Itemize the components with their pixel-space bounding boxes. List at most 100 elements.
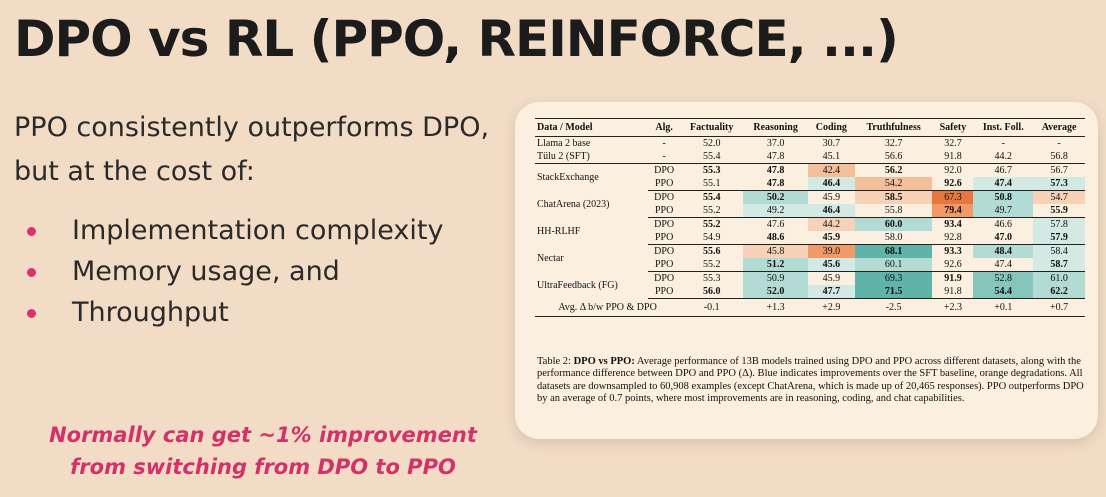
table-row: UltraFeedback (FG) DPO 55.3 50.9 45.9 69.3 91.… [535,271,1085,291]
slide-subtitle: PPO consistently outperforms DPO, but at… [14,112,490,187]
model-cell: Nectar [537,252,564,264]
table-row: PPO 55.2 51.2 45.6 60.1 92.6 47.4 58.7 [535,258,1085,272]
value-cell: 92.0 [944,165,962,176]
avg-value-cell: -2.5 [854,298,933,317]
avg-delta-row: Avg. Δ b/w PPO & DPO -0.1 +1.3 +2.9 -2.5 +2.3… [535,298,1085,317]
header-cell: Safety [932,118,974,137]
model-cell: Tülu 2 (SFT) [535,150,649,164]
table-row: Llama 2 base - 52.0 37.0 30.7 32.7 32.7 - - [535,137,1085,151]
value-cell: 48.6 [743,231,808,245]
value-cell: 92.6 [932,258,974,272]
value-cell: 55.2 [680,258,744,272]
value-cell: 92.8 [932,231,974,245]
alg-cell: PPO [648,285,681,299]
model-cell: UltraFeedback (FG) [537,279,618,291]
table-row: HH-RLHF DPO 55.2 47.6 44.2 60.0 93.4 46.6 57.8 [535,217,1085,237]
table-row: ChatArena (2023) DPO 55.4 50.2 45.9 58.5 67.3 5… [535,190,1085,210]
bullet-item: Throughput [22,292,443,333]
bullet-item: Memory usage, and [22,251,443,292]
value-cell: 58.5 [854,190,933,204]
bullet-list: Implementation complexity Memory usage, … [22,210,443,333]
table-row: StackExchange DPO 55.3 47.8 42.4 56.2 92.0 46.7… [535,163,1085,183]
value-cell: 49.7 [973,204,1034,218]
bullet-dot-icon [27,268,36,277]
value-cell: 55.3 [702,165,721,176]
value-cell: 91.8 [932,285,974,299]
caption-label: Table 2: [537,356,571,367]
value-cell: 56.6 [854,150,933,164]
value-cell: 57.9 [1033,231,1085,245]
model-cell: StackExchange [537,171,599,183]
value-cell: 79.4 [932,204,974,218]
value-cell: 56.0 [680,285,744,299]
table-row: PPO 54.9 48.6 45.9 58.0 92.8 47.0 57.9 [535,231,1085,245]
value-cell: 47.8 [743,150,808,164]
value-cell: 55.2 [680,204,744,218]
slide-title: DPO vs RL (PPO, REINFORCE, ...) [14,10,899,68]
caption-text: Average performance of 13B models traine… [537,356,1084,405]
bullet-dot-icon [27,309,36,318]
table-row: Tülu 2 (SFT) -55.4 47.8 45.1 56.6 91.8 44.2 56.… [535,150,1085,164]
value-cell: 47.4 [973,177,1034,191]
avg-label-cell: Avg. Δ b/w PPO & DPO [535,298,681,317]
value-cell: 71.5 [854,285,933,299]
value-cell: 50.2 [743,190,808,204]
value-cell: 58.7 [1033,258,1085,272]
alg-cell: PPO [648,231,681,245]
value-cell: 47.8 [743,177,808,191]
avg-value-cell: +2.9 [807,298,855,317]
header-cell: Inst. Foll. [973,118,1034,137]
value-cell: 58.0 [854,231,933,245]
value-cell: 62.2 [1033,285,1085,299]
table-row: PPO 55.2 49.2 46.4 55.8 79.4 49.7 55.9 [535,204,1085,218]
value-cell: 54.4 [973,285,1034,299]
value-cell: 54.7 [1033,190,1085,204]
bullet-item: Implementation complexity [22,210,443,251]
value-cell: 56.2 [884,165,903,176]
avg-value-cell: +1.3 [743,298,808,317]
alg-cell: PPO [648,177,681,191]
alg-cell: PPO [648,258,681,272]
header-cell: Alg. [648,118,681,137]
value-cell: 55.8 [854,204,933,218]
avg-value-cell: +2.3 [932,298,974,317]
value-cell: 54.9 [680,231,744,245]
model-cell: HH-RLHF [537,225,581,237]
value-cell: 69.3 [854,271,933,285]
header-cell: Factuality [680,118,744,137]
table-row: Nectar DPO 55.6 45.8 39.0 68.1 93.3 48.4 58.4 [535,244,1085,264]
value-cell: 45.9 [822,273,841,284]
value-cell: 44.2 [973,150,1034,164]
value-cell: 47.4 [973,258,1034,272]
value-cell: 50.9 [743,271,808,285]
value-cell: 55.4 [680,150,744,164]
value-cell: 55.6 [702,246,721,257]
value-cell: 46.4 [807,177,855,191]
model-cell: ChatArena (2023) [537,198,610,210]
value-cell: 47.8 [766,165,785,176]
value-cell: 91.9 [944,273,962,284]
value-cell: 47.6 [766,219,785,230]
table-row: PPO 55.1 47.8 46.4 54.2 92.6 47.4 57.3 [535,177,1085,191]
table-row: PPO 56.0 52.0 47.7 71.5 91.8 54.4 62.2 [535,285,1085,299]
model-cell: Llama 2 base [537,138,591,149]
header-cell: Average [1033,118,1085,137]
alg-cell: - [648,150,681,164]
header-cell: Coding [807,118,855,137]
value-cell: 49.2 [743,204,808,218]
caption-bold: DPO vs PPO: [573,356,635,367]
value-cell: 44.2 [807,217,855,231]
value-cell: 45.1 [807,150,855,164]
value-cell: 55.1 [680,177,744,191]
value-cell: 56.8 [1033,150,1085,164]
value-cell: 45.8 [743,244,808,258]
value-cell: - [1001,138,1005,149]
value-cell: 55.3 [702,273,721,284]
value-cell: 57.3 [1033,177,1085,191]
alg-cell: DPO [654,165,675,176]
alg-cell: DPO [654,219,675,230]
header-cell: Reasoning [743,118,808,137]
alg-cell: PPO [648,204,681,218]
value-cell: 92.6 [932,177,974,191]
value-cell: 54.2 [854,177,933,191]
